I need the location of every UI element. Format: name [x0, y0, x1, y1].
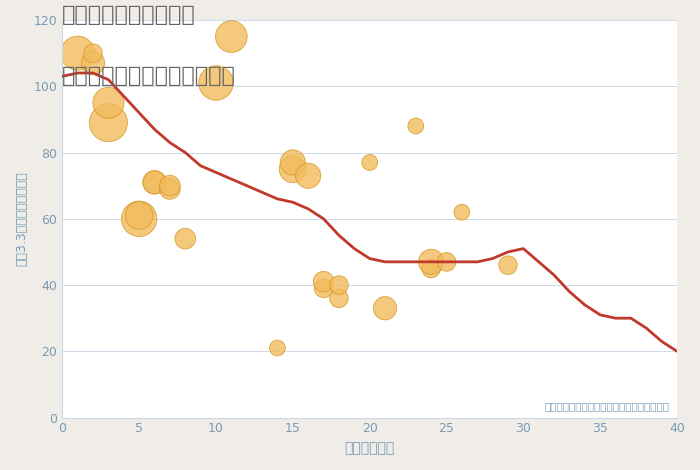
Text: 円の大きさは、取引のあった物件面積を示す: 円の大きさは、取引のあった物件面積を示す: [545, 401, 669, 411]
Point: [318, 285, 329, 292]
Point: [88, 49, 99, 57]
Point: [410, 122, 421, 130]
X-axis label: 築年数（年）: 築年数（年）: [344, 441, 395, 455]
Text: 三重県四日市市桜新町: 三重県四日市市桜新町: [62, 5, 196, 25]
Point: [333, 295, 344, 302]
Point: [134, 212, 145, 219]
Point: [164, 182, 176, 189]
Point: [441, 258, 452, 266]
Point: [364, 159, 375, 166]
Point: [103, 119, 114, 126]
Point: [88, 59, 99, 67]
Point: [149, 179, 160, 186]
Point: [318, 278, 329, 285]
Point: [180, 235, 191, 243]
Point: [226, 33, 237, 40]
Point: [379, 305, 391, 312]
Point: [426, 258, 437, 266]
Point: [103, 99, 114, 107]
Point: [272, 344, 283, 352]
Point: [333, 282, 344, 289]
Text: 築年数別中古マンション価格: 築年数別中古マンション価格: [62, 66, 236, 86]
Point: [287, 165, 298, 173]
Point: [503, 261, 514, 269]
Point: [287, 159, 298, 166]
Point: [164, 185, 176, 193]
Point: [456, 208, 468, 216]
Point: [426, 265, 437, 272]
Point: [302, 172, 314, 180]
Y-axis label: 坪（3.3㎡）単価（万円）: 坪（3.3㎡）単価（万円）: [15, 172, 28, 266]
Point: [134, 215, 145, 223]
Point: [149, 179, 160, 186]
Point: [72, 49, 83, 57]
Point: [211, 79, 222, 86]
